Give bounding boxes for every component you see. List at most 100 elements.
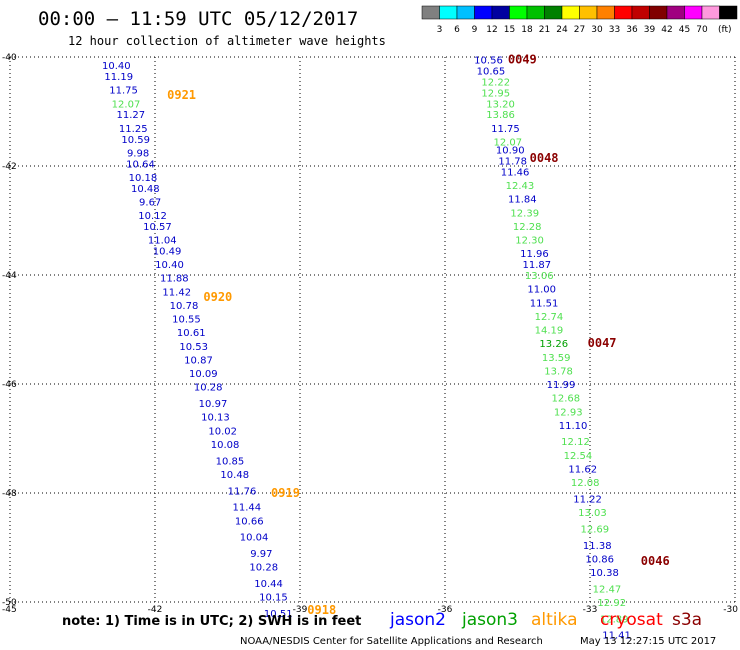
- wave-height-value: 10.48: [131, 184, 160, 195]
- legend-label: 45: [679, 25, 690, 35]
- wave-height-value: 12.39: [510, 208, 539, 219]
- wave-height-points: 10.4011.1911.7512.0711.2711.2510.599.981…: [102, 56, 631, 642]
- x-tick-label: -42: [148, 605, 163, 615]
- wave-height-value: 12.47: [593, 584, 622, 595]
- page-subtitle: 12 hour collection of altimeter wave hei…: [68, 34, 386, 48]
- legend-label: 33: [609, 25, 620, 35]
- wave-height-value: 12.07: [494, 137, 523, 148]
- legend-swatch: [474, 5, 493, 20]
- legend-swatch: [439, 5, 458, 20]
- wave-height-value: 13.78: [544, 366, 573, 377]
- wave-height-value: 11.75: [491, 124, 520, 135]
- wave-height-value: 12.07: [112, 99, 141, 110]
- satellite-s3a: s3a: [672, 610, 702, 630]
- wave-height-value: 10.48: [220, 470, 249, 481]
- legend-swatch: [649, 5, 668, 20]
- pass-time-label: 0919: [271, 486, 300, 500]
- wave-height-value: 10.02: [208, 426, 237, 437]
- wave-height-value: 12.28: [513, 222, 542, 233]
- y-tick-label: -48: [2, 489, 17, 499]
- legend-label: 24: [556, 25, 568, 35]
- satellite-jason2: jason2: [389, 610, 446, 630]
- wave-height-value: 10.04: [240, 533, 269, 544]
- wave-height-value: 11.10: [559, 421, 588, 432]
- wave-height-value: 11.78: [498, 157, 527, 168]
- wave-height-value: 13.20: [486, 99, 515, 110]
- y-tick-label: -46: [2, 380, 17, 390]
- wave-height-value: 10.28: [249, 563, 278, 574]
- wave-height-value: 11.76: [228, 486, 257, 497]
- wave-height-value: 10.15: [259, 593, 288, 604]
- legend-swatch: [631, 5, 650, 20]
- wave-height-value: 10.44: [254, 579, 283, 590]
- pass-time-label: 0921: [167, 88, 196, 102]
- wave-height-value: 10.53: [179, 342, 208, 353]
- wave-height-value: 11.04: [148, 236, 177, 247]
- wave-height-value: 13.59: [542, 353, 571, 364]
- wave-height-value: 13.26: [539, 339, 568, 350]
- x-tick-label: -36: [438, 605, 453, 615]
- legend-swatch: [456, 5, 475, 20]
- wave-height-value: 11.88: [160, 274, 189, 285]
- wave-height-value: 11.62: [568, 464, 597, 475]
- wave-height-value: 10.38: [590, 568, 619, 579]
- legend-swatch: [684, 5, 703, 20]
- wave-height-value: 12.92: [597, 598, 626, 609]
- wave-height-value: 11.51: [530, 298, 559, 309]
- wave-height-value: 12.08: [571, 478, 600, 489]
- wave-height-value: 11.84: [508, 195, 537, 206]
- legend-swatch: [614, 5, 633, 20]
- wave-height-value: 10.64: [126, 159, 155, 170]
- wave-height-value: 10.51: [264, 609, 293, 620]
- wave-height-value: 10.78: [170, 301, 199, 312]
- credit-right: May 13 12:27:15 UTC 2017: [580, 636, 716, 647]
- wave-height-value: 10.49: [153, 246, 182, 257]
- satellite-jason3: jason3: [461, 610, 518, 630]
- wave-height-value: 11.22: [573, 494, 602, 505]
- wave-height-value: 10.59: [121, 135, 150, 146]
- wave-height-value: 10.90: [496, 146, 525, 157]
- wave-height-value: 10.61: [177, 328, 206, 339]
- grid-lines: [9, 56, 736, 603]
- wave-height-value: 11.19: [104, 72, 133, 83]
- legend-swatch: [561, 5, 580, 20]
- wave-height-value: 10.12: [138, 211, 167, 222]
- legend-unit: (ft): [718, 25, 732, 35]
- pass-time-label: 0918: [307, 603, 336, 617]
- wave-height-value: 10.08: [211, 440, 240, 451]
- wave-height-value: 10.28: [194, 383, 223, 394]
- wave-height-value: 11.27: [117, 110, 146, 121]
- wave-height-value: 11.75: [109, 86, 138, 97]
- wave-height-value: 12.43: [506, 181, 535, 192]
- x-tick-label: -39: [293, 605, 308, 615]
- wave-height-value: 11.41: [602, 631, 631, 642]
- satellite-legend: jason2 jason3 altika cryosat s3a: [389, 610, 702, 630]
- wave-height-value: 13.86: [486, 110, 515, 121]
- wave-height-value: 9.97: [250, 549, 272, 560]
- wave-height-value: 11.00: [527, 285, 556, 296]
- wave-height-value: 11.44: [233, 503, 262, 514]
- wave-height-value: 12.95: [481, 88, 510, 99]
- wave-height-value: 12.30: [515, 236, 544, 247]
- wave-height-value: 10.66: [235, 516, 264, 527]
- pass-time-label: 0046: [641, 554, 670, 568]
- legend-label: 27: [574, 25, 585, 35]
- wave-height-value: 12.54: [564, 451, 593, 462]
- wave-height-value: 11.38: [583, 541, 612, 552]
- wave-height-value: 12.93: [554, 407, 583, 418]
- wave-height-value: 11.99: [547, 380, 576, 391]
- wave-height-value: 13.06: [525, 271, 554, 282]
- wave-height-value: 10.09: [189, 369, 218, 380]
- time-labels: 0921 0920 0919 0918 0049 0048 0047 0046: [167, 53, 670, 617]
- legend-label: 42: [661, 25, 672, 35]
- x-tick-label: -45: [2, 605, 17, 615]
- wave-height-value: 10.40: [102, 61, 131, 72]
- wave-height-value: 10.18: [129, 173, 158, 184]
- wave-height-value: 12.69: [581, 524, 610, 535]
- legend-swatch: [526, 5, 545, 20]
- wave-height-value: 14.19: [535, 326, 564, 337]
- legend-swatch: [509, 5, 528, 20]
- wave-height-value: 12.12: [561, 437, 590, 448]
- wave-height-value: 10.13: [201, 413, 230, 424]
